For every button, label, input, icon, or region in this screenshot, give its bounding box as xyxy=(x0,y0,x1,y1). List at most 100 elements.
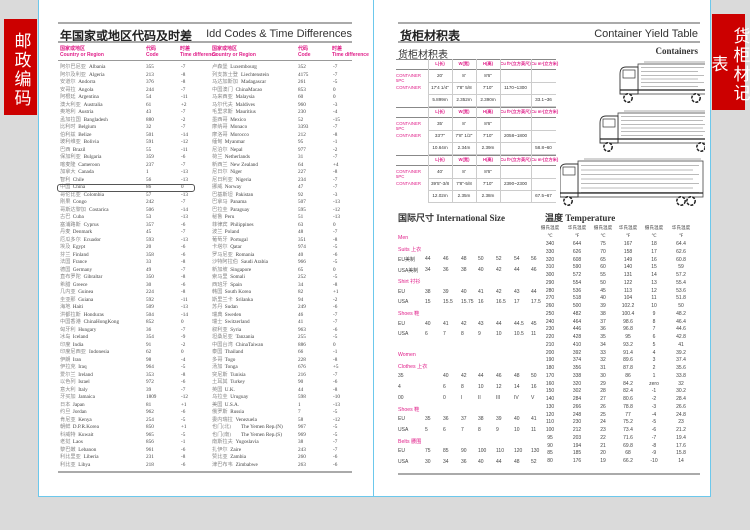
country-code: 41 xyxy=(298,319,304,325)
country-name-en: Cyprus xyxy=(83,221,99,228)
temperature-value: 21.2 xyxy=(676,427,686,433)
idd-row: 墨西哥 Mexico 52 -15 xyxy=(212,117,352,124)
size-value: 15.5 xyxy=(443,299,453,306)
size-section-heading: Belts 腰围 xyxy=(398,438,422,445)
temperature-value: 1 xyxy=(652,372,656,379)
country-name-en: Sweden xyxy=(224,311,242,318)
country-code: 359 xyxy=(146,154,154,160)
time-difference: +4 xyxy=(333,161,339,168)
truck-cab xyxy=(599,115,619,144)
size-value: 44 xyxy=(496,459,502,465)
country-name-en: Norway xyxy=(224,184,242,190)
idd-title-en: Idd Codes & Time Differences xyxy=(206,28,352,40)
country-name-cn: 阿尔及利亚 xyxy=(60,71,86,78)
size-value: 44 xyxy=(531,288,537,295)
country-code: 595 xyxy=(298,206,306,213)
temperature-unit: ℃ xyxy=(547,233,553,238)
country-name-cn: 圭亚那 xyxy=(60,296,76,303)
country-code: 95 xyxy=(298,139,304,145)
country-name-cn: 委内瑞拉 xyxy=(212,416,233,423)
temperature-value: 95 xyxy=(547,434,553,441)
country-name-cn: 利比亚 xyxy=(60,461,76,468)
temperature-value: 140 xyxy=(545,396,555,402)
country-name-en: U.S.A. xyxy=(224,401,240,408)
size-value: 50 xyxy=(531,373,537,380)
country-name-en: Tonga xyxy=(224,364,238,370)
container-cell: 67.5~67 xyxy=(535,193,552,198)
temperature-unit: ℃ xyxy=(651,233,657,238)
country-name-cn: 直布罗陀 xyxy=(60,274,81,280)
container-col-header: L(长) xyxy=(435,109,445,114)
country-name-cn: 南斯拉夫 xyxy=(212,439,233,445)
time-difference: -5 xyxy=(333,244,338,250)
country-code: 43 xyxy=(146,109,152,115)
temperature-value: 3 xyxy=(652,357,656,364)
temperature-value: 200 xyxy=(545,349,555,356)
country-code: 63 xyxy=(298,221,304,228)
size-section-heading: Women xyxy=(398,352,416,358)
temperature-value: -4 xyxy=(651,411,657,418)
container-cell: 58.8~60 xyxy=(535,145,552,150)
size-row-label: USA xyxy=(398,426,409,433)
idd-row: 多哥 Togo 228 -8 xyxy=(212,357,352,364)
temperature-value: 14 xyxy=(651,272,657,278)
idd-row: 菲律宾 Philippines 63 0 xyxy=(212,222,352,229)
country-name-cn: 黎巴嫩 xyxy=(60,446,76,453)
country-name-cn: 老挝 xyxy=(60,439,71,445)
country-code: 249 xyxy=(298,304,306,310)
country-name-cn: 安道尔 xyxy=(60,79,76,85)
size-value: 45 xyxy=(531,320,537,327)
idd-row: 海地 Haiti 509 -13 xyxy=(60,304,200,311)
idd-row: 南斯拉夫 Yugoslavia 38 -7 xyxy=(212,439,352,446)
idd-row: 列支敦士登 Liechtenstein 4175 -7 xyxy=(212,72,352,79)
time-difference: -11 xyxy=(181,146,188,153)
idd-row: 斯里兰卡 Srilanka 94 -2 xyxy=(212,297,352,304)
size-value: 50 xyxy=(478,256,484,263)
row-divider xyxy=(428,202,556,203)
size-value: 15.75 xyxy=(461,299,474,306)
country-code: 507 xyxy=(298,199,306,205)
temperature-value: 140 xyxy=(623,264,633,271)
country-code: 55 xyxy=(146,146,152,153)
temperature-value: 167 xyxy=(623,241,633,247)
time-difference: -2 xyxy=(333,146,338,153)
country-name-cn: 匈牙利 xyxy=(60,326,76,333)
size-row-label: EU xyxy=(398,288,405,295)
size-value: 39 xyxy=(496,416,502,423)
row-divider xyxy=(428,142,556,143)
time-difference: -7 xyxy=(333,446,338,453)
temperature-value: 18 xyxy=(651,241,657,247)
time-difference: -14 xyxy=(181,311,188,318)
idd-row: 瑞士 Switzerland 41 -7 xyxy=(212,319,352,326)
size-value: 10 xyxy=(478,384,484,391)
time-difference: -7 xyxy=(333,176,338,183)
idd-row: 黎巴嫩 Lebanon 961 -6 xyxy=(60,447,200,454)
time-difference: -7 xyxy=(181,199,186,205)
time-difference: -8 xyxy=(181,454,186,460)
column-divider xyxy=(452,59,453,203)
idd-row: 以色列 Israel 972 -6 xyxy=(60,379,200,386)
time-difference: -6 xyxy=(181,461,186,468)
time-difference: -6 xyxy=(333,251,338,258)
country-name-cn: 日本 xyxy=(60,401,71,408)
country-code: 98 xyxy=(146,356,152,363)
temperature-value: 75 xyxy=(600,241,606,247)
temperature-value: 6 xyxy=(652,334,656,340)
time-difference: -7 xyxy=(181,86,186,93)
country-code: 20 xyxy=(146,244,152,250)
temperature-value: 64.4 xyxy=(676,241,686,247)
country-name-cn: 汤加 xyxy=(212,364,223,370)
time-difference: -7 xyxy=(333,229,338,235)
temperature-value: 31 xyxy=(600,365,606,371)
country-name-cn: 卡塔尔 xyxy=(212,244,228,250)
time-difference: -7 xyxy=(333,319,338,325)
time-difference: -7 xyxy=(333,439,338,445)
country-name-cn: 多哥 xyxy=(212,356,223,363)
country-name-cn: 尼日利亚 xyxy=(212,176,233,183)
temperature-value: 100 xyxy=(545,427,555,433)
country-code: 856 xyxy=(146,439,154,445)
country-name-en: Peru xyxy=(224,214,235,220)
country-code: 3393 xyxy=(298,124,309,130)
container-cell: 8' xyxy=(462,169,466,174)
idd-header-code-en: Code xyxy=(298,52,311,58)
